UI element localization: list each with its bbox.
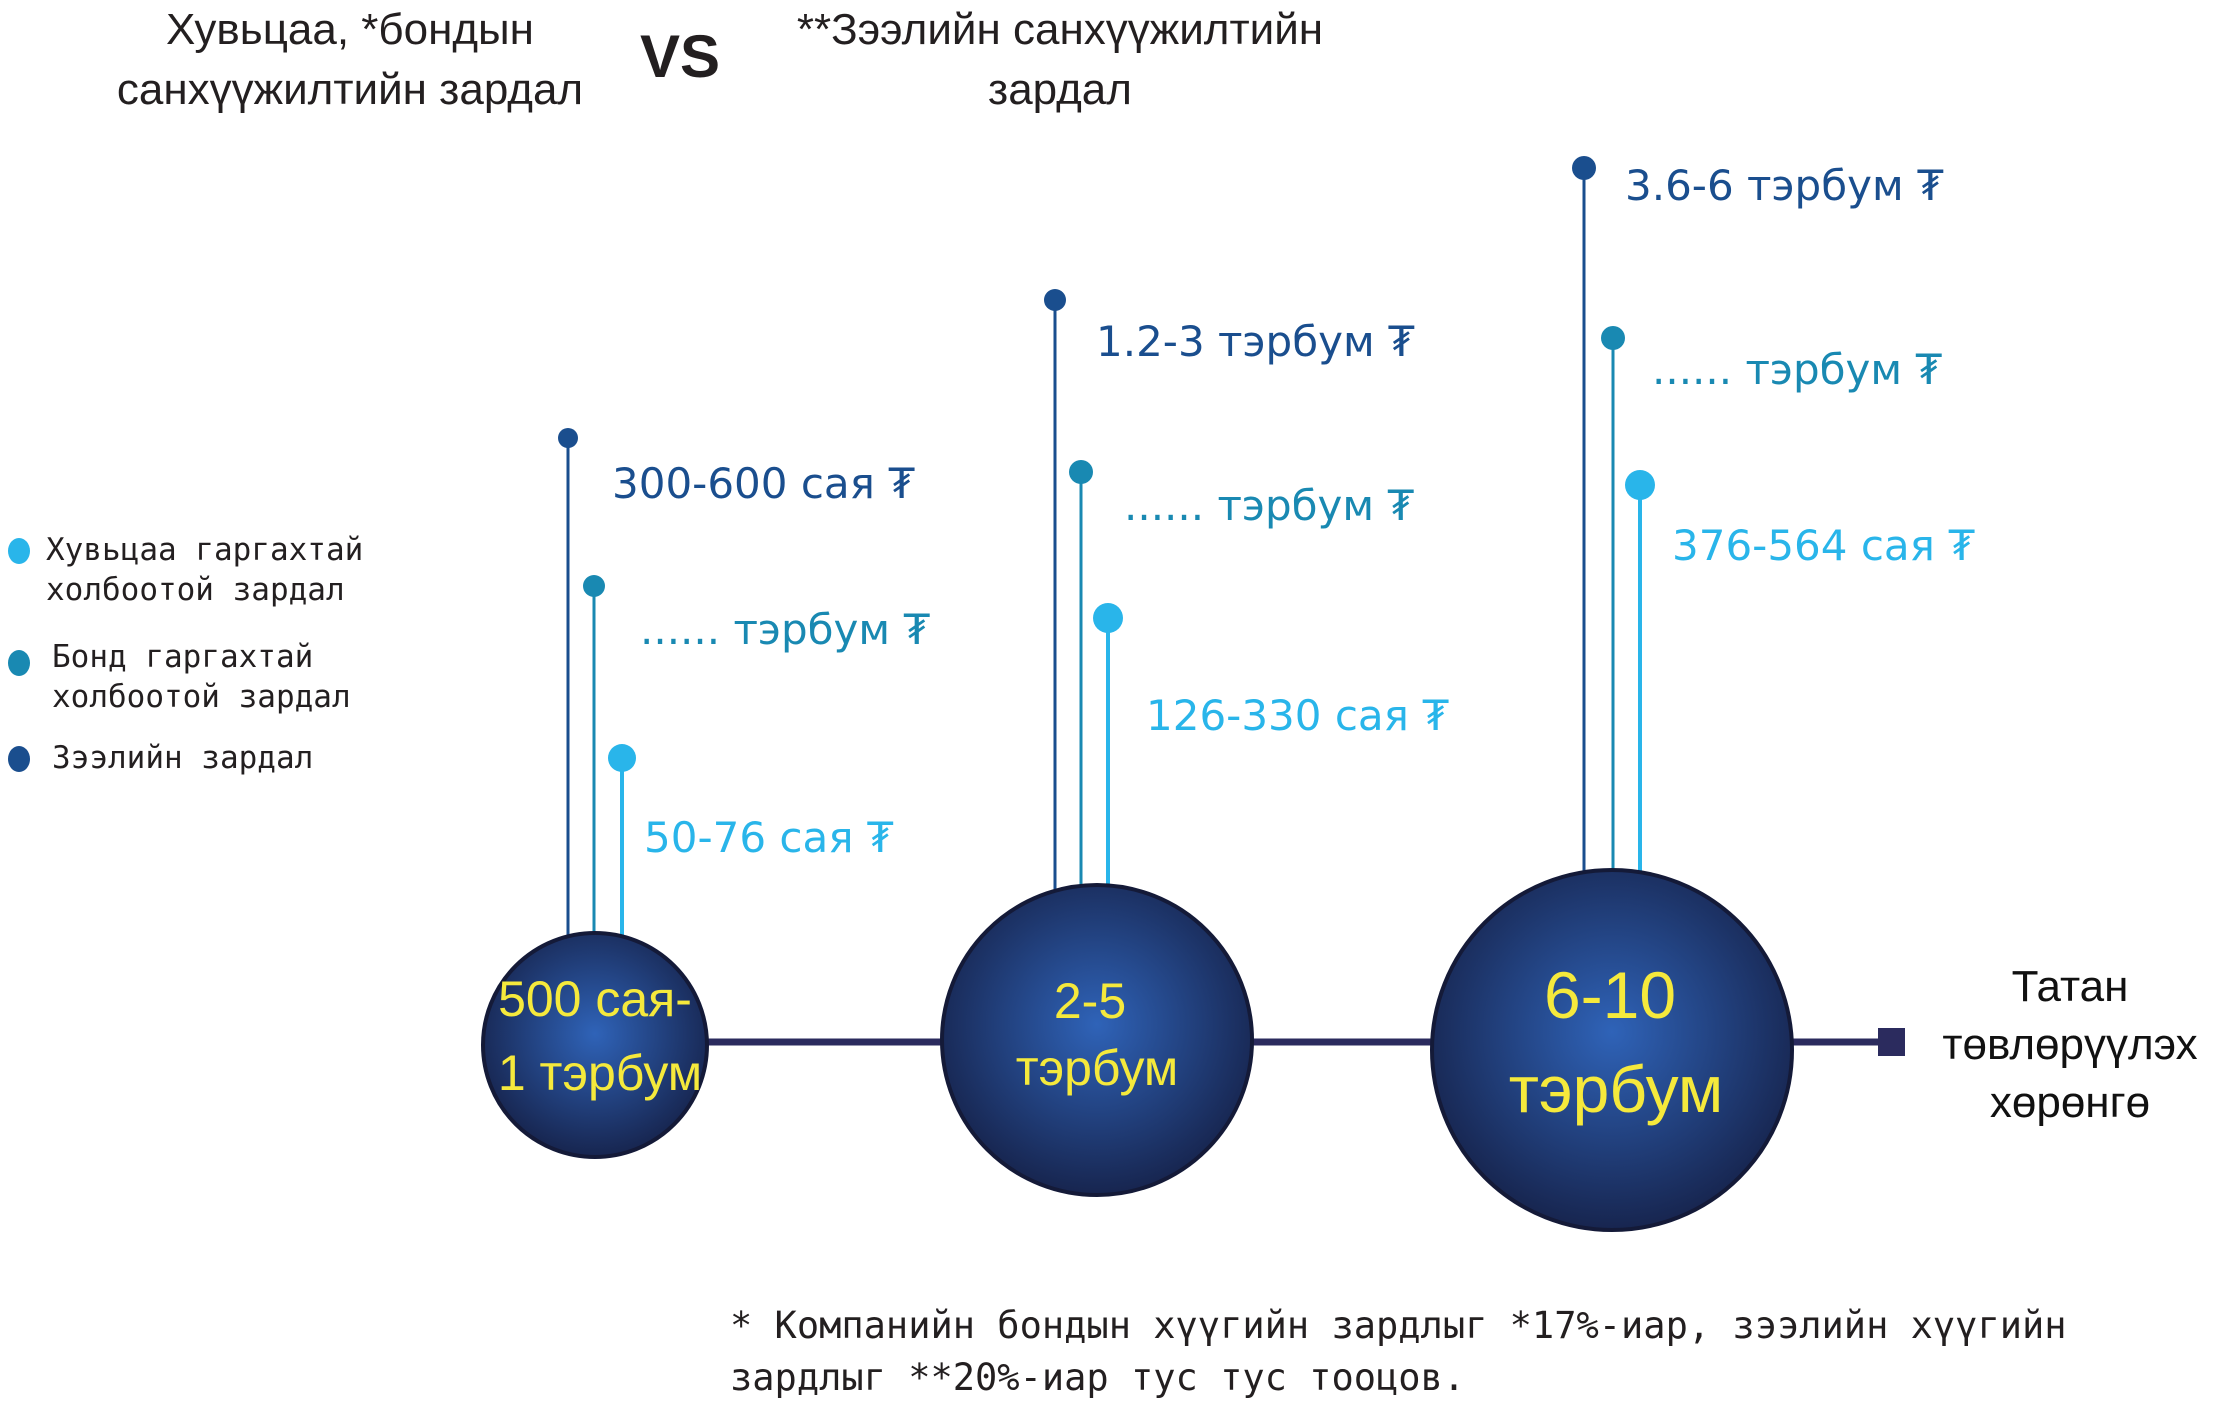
sphere-3-line2: тэрбум bbox=[1509, 1052, 1724, 1126]
cost-labels: 300-600 сая ₮ ...... тэрбум ₮ 50-76 сая … bbox=[612, 161, 1975, 862]
legend-dot-loan bbox=[8, 746, 30, 772]
group-2-equity-label: 126-330 сая ₮ bbox=[1146, 691, 1449, 740]
group-1-equity-dot bbox=[608, 744, 636, 772]
vs-label: VS bbox=[640, 23, 721, 90]
group-2-bond-label: ...... тэрбум ₮ bbox=[1124, 481, 1414, 530]
sphere-1-line2: 1 тэрбум bbox=[498, 1045, 702, 1101]
group-3-loan-label: 3.6-6 тэрбум ₮ bbox=[1625, 161, 1944, 210]
sphere-1-line1: 500 сая- bbox=[498, 971, 692, 1027]
legend-dot-equity bbox=[8, 538, 30, 564]
sphere-3 bbox=[1430, 868, 1794, 1232]
sphere-group-3: 6-10 тэрбум bbox=[1430, 868, 1794, 1232]
sphere-2-line2: тэрбум bbox=[1016, 1040, 1179, 1096]
group-3-loan-dot bbox=[1572, 156, 1596, 180]
group-1-loan-dot bbox=[558, 428, 578, 448]
group-3-equity-dot bbox=[1625, 470, 1655, 500]
group-1-equity-label: 50-76 сая ₮ bbox=[644, 813, 894, 862]
axis-end-marker bbox=[1878, 1028, 1905, 1056]
title-left: Хувьцаа, *бондын санхүүжилтийн зардал bbox=[116, 5, 584, 114]
group-2-loan-dot bbox=[1044, 289, 1066, 311]
legend-item-bond: Бонд гаргахтай холбоотой зардал bbox=[52, 639, 351, 715]
group-1-bond-dot bbox=[583, 575, 605, 597]
sphere-2-line1: 2-5 bbox=[1054, 973, 1126, 1029]
sphere-2 bbox=[940, 883, 1254, 1197]
legend-item-equity: Хувьцаа гаргахтай холбоотой зардал bbox=[46, 532, 364, 608]
group-2-stems bbox=[1044, 289, 1123, 900]
sphere-1 bbox=[481, 931, 709, 1159]
title-right: **Зээлийн санхүүжилтийн зардал bbox=[796, 5, 1324, 114]
group-2-bond-dot bbox=[1069, 460, 1093, 484]
group-2-loan-label: 1.2-3 тэрбум ₮ bbox=[1096, 317, 1415, 366]
group-1-loan-label: 300-600 сая ₮ bbox=[612, 459, 915, 508]
group-3-bond-label: ...... тэрбум ₮ bbox=[1652, 345, 1942, 394]
group-1-stems bbox=[558, 428, 636, 980]
footnote: * Компанийн бондын хүүгийн зардлыг *17%-… bbox=[730, 1304, 2067, 1399]
sphere-group-2: 2-5 тэрбум bbox=[940, 883, 1254, 1197]
group-3-bond-dot bbox=[1601, 326, 1625, 350]
legend-dot-bond bbox=[8, 650, 30, 676]
group-3-equity-label: 376-564 сая ₮ bbox=[1672, 521, 1975, 570]
sphere-3-line1: 6-10 bbox=[1544, 958, 1676, 1032]
group-2-equity-dot bbox=[1093, 603, 1123, 633]
sphere-group-1: 500 сая- 1 тэрбум bbox=[481, 931, 709, 1159]
axis-label: Татан төвлөрүүлэх хөрөнгө bbox=[1942, 962, 2198, 1127]
legend-item-loan: Зээлийн зардал bbox=[52, 740, 314, 776]
group-3-stems bbox=[1572, 156, 1655, 880]
group-1-bond-label: ...... тэрбум ₮ bbox=[640, 605, 930, 654]
